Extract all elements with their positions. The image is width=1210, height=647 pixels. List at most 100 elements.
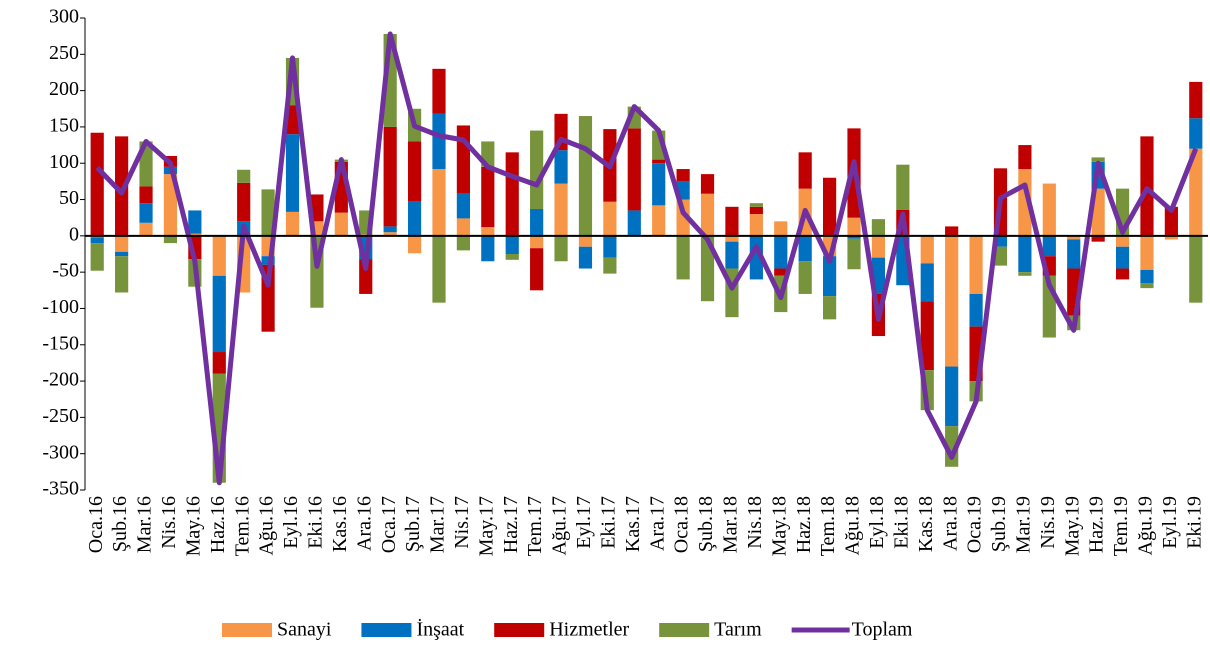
bar-segment [774, 268, 788, 276]
bar-segment [456, 235, 470, 251]
bar-segment [505, 254, 519, 260]
x-tick-label: Eki.17 [597, 496, 619, 549]
x-tick-label: Şub.19 [988, 496, 1010, 552]
bar-segment [432, 169, 446, 236]
bar-segment [749, 235, 763, 280]
bar-segment [383, 226, 397, 233]
bar-segment [920, 263, 934, 302]
bar-segment [1189, 118, 1203, 149]
x-tick-label: Haz.17 [500, 496, 522, 553]
bar-segment [359, 259, 373, 294]
bar-segment [90, 243, 104, 271]
bar-segment [456, 125, 470, 194]
bar-segment [1018, 272, 1032, 276]
bar-segment [554, 235, 568, 262]
bar-segment [1189, 81, 1203, 119]
bar-segment [456, 218, 470, 236]
bar-segment [896, 164, 910, 210]
bar-segment [603, 257, 617, 274]
bar-segment [969, 235, 983, 294]
bar-segment [774, 221, 788, 236]
bar-segment [237, 169, 251, 183]
x-tick-label: Eki.16 [305, 496, 327, 549]
bar-segment [945, 366, 959, 427]
y-tick-label: -350 [42, 478, 79, 500]
legend-label: Toplam [852, 619, 913, 641]
bar-segment [993, 235, 1008, 247]
bar-segment [700, 193, 715, 236]
bar-segment [310, 194, 324, 222]
x-tick-label: Oca.19 [964, 496, 986, 553]
bar-segment [481, 227, 495, 236]
bar-segment [847, 238, 861, 270]
total-line [95, 31, 1199, 486]
y-tick-label: 50 [59, 187, 79, 209]
bar-segment [188, 210, 202, 234]
bar-segment [1067, 239, 1081, 269]
x-tick-label: Eyl.17 [573, 496, 595, 549]
bar-segment [1140, 283, 1154, 289]
bar-segment [432, 113, 446, 170]
bar-segment [1042, 183, 1056, 236]
bar-segment [578, 116, 593, 236]
bar-segment [1067, 235, 1081, 240]
bar-segment [725, 235, 739, 242]
bar-segment [969, 293, 983, 327]
bar-segment [725, 206, 739, 236]
bar-segment [798, 152, 812, 189]
bar-segment [554, 183, 568, 236]
bar-segment [530, 235, 544, 249]
bar-segment [920, 301, 934, 371]
x-tick-label: Ağu.18 [842, 496, 864, 555]
y-tick-label: -150 [42, 332, 79, 354]
bar-segment [163, 174, 178, 236]
bar-segment [1018, 145, 1032, 170]
bar-segment [139, 186, 153, 204]
bar-segment [530, 248, 544, 291]
x-tick-label: Ara.16 [353, 496, 375, 551]
x-tick-label: Ağu.17 [549, 496, 571, 555]
bar-segment [115, 136, 129, 236]
y-tick-label: -50 [52, 260, 79, 282]
bar-segment [652, 205, 666, 236]
bar-segment [871, 219, 886, 236]
bar-segment [993, 246, 1008, 266]
y-tick-label: 250 [49, 42, 79, 64]
bar-segment [676, 169, 690, 182]
x-tick-label: Tem.16 [231, 496, 253, 556]
bar-segment [285, 105, 300, 135]
x-tick-label: Tem.18 [817, 496, 839, 556]
bar-segment [285, 211, 300, 236]
x-tick-label: Nis.19 [1037, 496, 1059, 549]
bar-segment [383, 126, 397, 227]
y-tick-label: 0 [69, 223, 79, 245]
bar-segment [432, 235, 446, 303]
x-tick-label: Oca.16 [85, 496, 107, 553]
x-tick-label: Eki.18 [890, 496, 912, 549]
y-tick-label: 100 [49, 151, 79, 173]
x-tick-label: Nis.18 [744, 496, 766, 549]
legend-label: İnşaat [416, 618, 464, 641]
bar-segment [920, 235, 934, 264]
bar-segment [456, 193, 470, 219]
x-tick-label: Eyl.19 [1159, 496, 1181, 549]
bar-segment [212, 235, 226, 276]
bar-segment [627, 128, 641, 211]
bar-segment [407, 235, 422, 254]
x-tick-label: Eyl.16 [280, 496, 302, 549]
bar-segment [1164, 206, 1178, 236]
bar-segment [1091, 157, 1105, 162]
bar-segment [407, 200, 422, 236]
bar-segment [676, 235, 690, 280]
bar-segment [578, 235, 593, 247]
x-tick-label: Nis.16 [158, 496, 180, 549]
bar-segment [212, 275, 226, 353]
bar-segment [261, 256, 275, 265]
bar-segment [90, 237, 104, 244]
bar-segment [554, 150, 568, 184]
bar-segment [237, 182, 251, 222]
y-tick-label: 300 [49, 6, 79, 28]
bar-segment [652, 163, 666, 206]
bar-segment [407, 141, 422, 201]
x-tick-label: Şub.16 [109, 496, 131, 552]
